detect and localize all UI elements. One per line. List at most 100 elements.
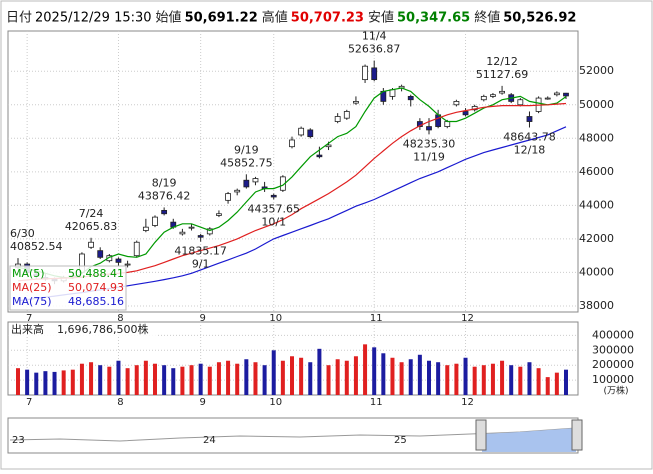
- annotation-value: 43876.42: [138, 189, 191, 202]
- annotation-date: 7/24: [79, 207, 104, 220]
- y-tick-label: 44000: [579, 198, 614, 211]
- candle-body: [124, 263, 131, 266]
- legend-value: 50,488.41: [68, 267, 124, 280]
- candle-body: [161, 209, 168, 215]
- candle-body: [499, 90, 505, 94]
- volume-bar: [408, 359, 413, 395]
- volume-bar: [262, 365, 267, 395]
- candle-body: [407, 95, 414, 101]
- candle-body: [362, 65, 368, 81]
- candle-body: [298, 127, 305, 136]
- volume-bar: [290, 356, 294, 395]
- volume-bar: [79, 363, 84, 395]
- x-tick-label: 9: [199, 397, 205, 408]
- header-label: 終値: [474, 10, 500, 26]
- x-tick-label: 10: [269, 313, 282, 324]
- navigator-line: [9, 427, 577, 442]
- navigator-label: 25: [394, 435, 407, 446]
- annotation-value: 45852.75: [220, 156, 273, 169]
- y-tick-label: 38000: [579, 299, 614, 312]
- volume-bar: [70, 369, 75, 395]
- volume-total: 1,696,786,500株: [57, 322, 148, 336]
- volume-bar: [390, 357, 395, 395]
- volume-bar: [180, 366, 185, 395]
- annotation-date: 8/19: [152, 176, 177, 189]
- navigator-handle[interactable]: [571, 419, 583, 451]
- volume-bar: [545, 377, 550, 395]
- header-value: 2025/12/29 15:30: [35, 11, 152, 26]
- navigator-handle[interactable]: [475, 419, 487, 451]
- candle-body: [480, 95, 487, 101]
- volume-bar: [235, 363, 240, 395]
- candle-body: [307, 129, 314, 138]
- volume-bar: [43, 371, 48, 395]
- annotation-date: 9/1: [192, 258, 210, 271]
- volume-bar: [271, 350, 276, 395]
- volume-bar: [25, 369, 30, 395]
- volume-bar: [207, 366, 212, 395]
- volume-bar: [153, 363, 157, 395]
- candle-body: [97, 250, 104, 258]
- volume-bar: [481, 365, 486, 395]
- x-tick-label: 9: [199, 313, 205, 324]
- candle-body: [544, 97, 551, 100]
- annotation-value: 52636.87: [348, 43, 401, 56]
- volume-bar: [353, 356, 358, 395]
- x-tick-label: 8: [117, 313, 123, 324]
- volume-bar: [326, 365, 331, 395]
- legend-box: [9, 265, 127, 311]
- annotation-date: 11/19: [413, 150, 445, 163]
- volume-bar: [216, 362, 221, 395]
- candle-body: [426, 126, 432, 131]
- y-tick-label: 46000: [579, 165, 614, 178]
- volume-bar: [463, 357, 468, 395]
- volume-bar: [61, 370, 66, 395]
- volume-bar: [417, 354, 422, 395]
- legend-value: 50,074.93: [68, 281, 124, 294]
- y-tick-label: 50000: [579, 98, 614, 111]
- annotation-date: 9/19: [234, 143, 259, 156]
- annotation-value: 41835.17: [174, 245, 227, 258]
- volume-bar: [317, 348, 322, 395]
- candle-body: [270, 194, 277, 198]
- candle-body: [526, 116, 533, 122]
- candle-body: [88, 241, 94, 248]
- volume-bar: [399, 362, 404, 395]
- volume-title: 出来高: [11, 322, 44, 336]
- volume-bar: [98, 365, 103, 395]
- volume-bar: [52, 371, 57, 395]
- x-tick-label: 11: [370, 397, 383, 408]
- volume-bar: [162, 365, 167, 395]
- volume-bar: [308, 362, 313, 395]
- candle-body: [188, 226, 195, 229]
- unit-label: (万株): [603, 385, 628, 397]
- candle-body: [343, 111, 350, 119]
- annotation-date: 12/18: [514, 144, 546, 157]
- candle-body: [444, 121, 451, 127]
- navigator-label: 23: [12, 435, 25, 446]
- volume-bar: [116, 360, 121, 395]
- x-tick-label: 11: [370, 313, 383, 324]
- x-tick-label: 12: [461, 397, 474, 408]
- annotation-date: 10/1: [261, 215, 286, 228]
- volume-bar: [527, 362, 532, 395]
- candle-body: [316, 154, 323, 158]
- annotation-value: 40852.54: [10, 240, 63, 253]
- candle-body: [142, 226, 149, 231]
- header-label: 始値: [156, 10, 182, 26]
- y-tick-label: 400000: [592, 328, 634, 341]
- volume-bar: [280, 360, 285, 395]
- volume-bar: [381, 353, 386, 395]
- candle-body: [462, 111, 469, 116]
- volume-bar: [107, 366, 112, 395]
- candle-body: [252, 178, 259, 183]
- header-value: 50,526.92: [503, 11, 576, 26]
- volume-bar: [472, 366, 477, 395]
- annotation-value: 51127.69: [476, 68, 529, 81]
- volume-bar: [189, 365, 194, 395]
- annotation-value: 42065.83: [65, 220, 118, 233]
- candle-body: [106, 255, 113, 262]
- header-label: 安値: [368, 10, 394, 26]
- header-value: 50,347.65: [397, 11, 470, 26]
- annotation-date: 12/12: [486, 55, 518, 68]
